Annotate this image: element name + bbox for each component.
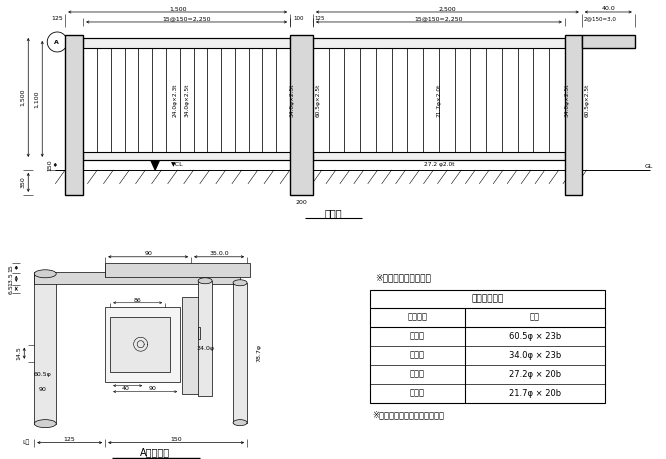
Text: 125: 125 (64, 437, 76, 442)
Bar (198, 281, 212, 396)
Text: 1,500: 1,500 (20, 89, 25, 106)
Text: 寸法: 寸法 (530, 313, 540, 322)
Text: 125: 125 (314, 17, 324, 22)
Text: ▼CL: ▼CL (171, 162, 184, 166)
Polygon shape (151, 161, 159, 170)
Text: 78.7φ: 78.7φ (256, 344, 262, 362)
Text: 15@150=2,250: 15@150=2,250 (163, 17, 211, 22)
Text: 27.2 φ2.0t: 27.2 φ2.0t (424, 162, 454, 168)
Text: 使用鋼管寸法: 使用鋼管寸法 (472, 294, 503, 303)
Ellipse shape (233, 280, 247, 286)
Text: 200: 200 (296, 200, 308, 205)
Text: 40.0: 40.0 (601, 6, 615, 11)
Text: 34.0φ×2.5t: 34.0φ×2.5t (184, 83, 189, 117)
Text: 90: 90 (149, 386, 157, 391)
Text: 13.5: 13.5 (8, 272, 13, 285)
Bar (582, 35, 635, 48)
Text: 21.7φ × 20b: 21.7φ × 20b (509, 389, 561, 397)
Text: 150: 150 (47, 159, 52, 171)
Ellipse shape (34, 420, 56, 428)
Text: 100: 100 (293, 17, 304, 22)
Text: 15: 15 (8, 264, 13, 272)
Bar (370, 290, 605, 403)
Text: 34.0φ: 34.0φ (196, 346, 214, 351)
Text: 2@150=3,0: 2@150=3,0 (584, 17, 617, 22)
Bar (233, 283, 247, 423)
Text: 格　子: 格 子 (410, 389, 425, 397)
Bar (34, 274, 56, 424)
Text: 150: 150 (170, 437, 182, 442)
Text: 脚　柱: 脚 柱 (410, 332, 425, 341)
Text: 35.0.0: 35.0.0 (209, 251, 229, 256)
Text: 1,500: 1,500 (169, 6, 186, 11)
Bar (105, 307, 180, 382)
Text: ※アエンメッキ仕上げとする。: ※アエンメッキ仕上げとする。 (372, 410, 444, 419)
Text: 40: 40 (121, 386, 129, 391)
Text: 60.5φ×2.5t: 60.5φ×2.5t (316, 83, 320, 117)
Text: 34.0φ × 23b: 34.0φ × 23b (509, 351, 561, 360)
Bar (65, 35, 83, 195)
Text: 34.0φ×2.5t: 34.0φ×2.5t (290, 83, 294, 117)
Bar (198, 327, 200, 339)
Text: 86: 86 (134, 298, 142, 303)
Ellipse shape (34, 270, 56, 278)
Bar (110, 317, 170, 372)
Text: 34.0φ×2.5t: 34.0φ×2.5t (564, 83, 569, 117)
Text: 6.5: 6.5 (8, 284, 13, 294)
Text: 24.0φ×2.3t: 24.0φ×2.3t (172, 83, 177, 117)
Text: GL: GL (645, 164, 653, 169)
Text: 60.5φ: 60.5φ (33, 372, 51, 377)
Text: 125: 125 (51, 17, 63, 22)
Bar (290, 35, 313, 195)
Bar (83, 152, 290, 160)
Text: 笠　木: 笠 木 (410, 351, 425, 360)
Bar (182, 297, 200, 394)
Bar (313, 38, 565, 48)
Ellipse shape (233, 420, 247, 425)
Text: 60.5φ×2.5t: 60.5φ×2.5t (584, 83, 589, 117)
Text: ※基礎は参考とする。: ※基礎は参考とする。 (375, 273, 431, 282)
Text: 平面図: 平面図 (324, 208, 342, 218)
Text: 60.5φ × 23b: 60.5φ × 23b (509, 332, 561, 341)
Bar (83, 38, 290, 48)
Text: 2,500: 2,500 (439, 6, 456, 11)
Bar (34, 272, 240, 284)
Text: A: A (54, 40, 59, 45)
Text: A部詳細図: A部詳細図 (140, 448, 170, 458)
Text: 21.7φ×2.0t: 21.7φ×2.0t (436, 83, 442, 117)
Text: 横　桁: 横 桁 (410, 369, 425, 379)
Bar (105, 263, 250, 277)
Text: 15@150=2,250: 15@150=2,250 (415, 17, 463, 22)
Ellipse shape (198, 278, 212, 284)
Bar (313, 152, 565, 160)
Text: 350: 350 (20, 176, 25, 188)
Text: 90: 90 (39, 387, 46, 392)
Text: 14.5: 14.5 (16, 347, 21, 360)
Text: L＝: L＝ (22, 440, 29, 445)
Text: 1,100: 1,100 (34, 90, 39, 108)
Text: 90: 90 (145, 251, 152, 256)
Bar (565, 35, 582, 195)
Text: 使用箇所: 使用箇所 (408, 313, 428, 322)
Text: 27.2φ × 20b: 27.2φ × 20b (509, 369, 561, 379)
